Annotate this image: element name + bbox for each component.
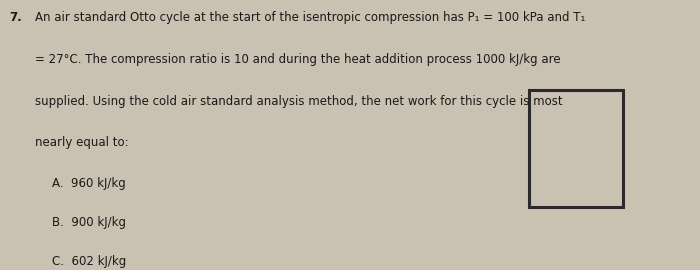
Text: An air standard Otto cycle at the start of the isentropic compression has P₁ = 1: An air standard Otto cycle at the start … [35, 11, 585, 24]
Text: = 27°C. The compression ratio is 10 and during the heat addition process 1000 kJ: = 27°C. The compression ratio is 10 and … [35, 53, 561, 66]
Text: B.  900 kJ/kg: B. 900 kJ/kg [52, 216, 127, 229]
Text: supplied. Using the cold air standard analysis method, the net work for this cyc: supplied. Using the cold air standard an… [35, 94, 563, 107]
Text: 7.: 7. [9, 11, 22, 24]
Text: A.  960 kJ/kg: A. 960 kJ/kg [52, 177, 126, 190]
Bar [528, 90, 623, 207]
Text: C.  602 kJ/kg: C. 602 kJ/kg [52, 255, 127, 268]
Text: nearly equal to:: nearly equal to: [35, 136, 129, 149]
